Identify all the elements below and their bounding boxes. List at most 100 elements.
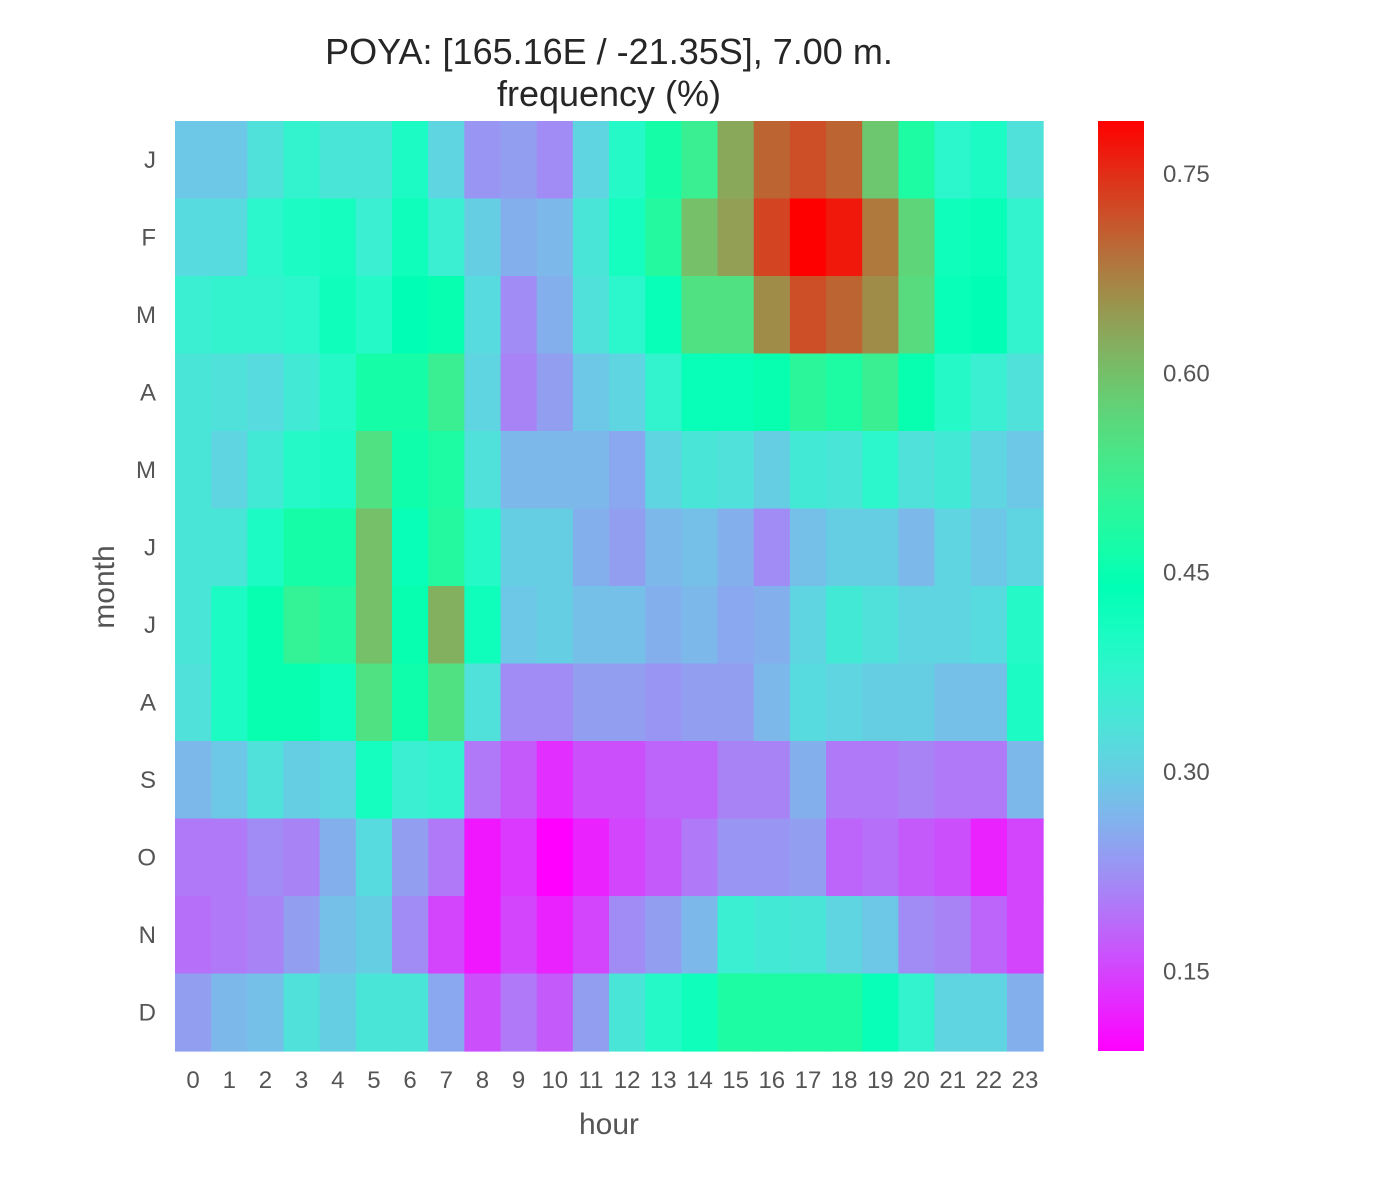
heatmap-cell <box>500 741 538 820</box>
heatmap-cell <box>355 586 393 665</box>
heatmap-cell <box>247 431 285 510</box>
heatmap-cell <box>862 508 899 587</box>
heatmap-cell <box>934 431 972 510</box>
heatmap-cell <box>717 508 755 587</box>
heatmap-cell <box>934 586 972 665</box>
heatmap-cell <box>789 431 827 510</box>
x-tick-label: 6 <box>403 1067 416 1094</box>
heatmap-cell <box>175 586 212 665</box>
heatmap-cell <box>319 121 357 200</box>
heatmap-cell <box>247 276 285 355</box>
y-tick-label: A <box>140 689 156 716</box>
heatmap-cell <box>862 353 899 432</box>
heatmap-cell <box>283 663 321 742</box>
y-axis-label: month <box>88 545 121 628</box>
heatmap-cell <box>536 663 574 742</box>
heatmap-cell <box>283 508 321 587</box>
heatmap-cell <box>934 663 972 742</box>
heatmap-cell <box>898 663 936 742</box>
x-tick-label: 0 <box>186 1067 199 1094</box>
heatmap-cell <box>717 896 755 975</box>
heatmap-cell <box>789 586 827 665</box>
heatmap-cell <box>898 586 936 665</box>
heatmap-cell <box>1006 121 1044 200</box>
heatmap-cell <box>717 741 755 820</box>
heatmap-cell <box>753 198 791 277</box>
heatmap-cell <box>789 198 827 277</box>
heatmap-cell <box>898 353 936 432</box>
heatmap-cell <box>500 663 538 742</box>
heatmap-cell <box>247 508 285 587</box>
heatmap-cell <box>211 431 248 510</box>
heatmap-cell <box>500 198 538 277</box>
colorbar-tick-label: 0.30 <box>1163 759 1210 786</box>
heatmap-cell <box>283 353 321 432</box>
heatmap-cell <box>428 508 465 587</box>
heatmap-cell <box>826 508 863 587</box>
heatmap-cell <box>681 973 719 1052</box>
heatmap-cell <box>1006 508 1044 587</box>
heatmap-cell <box>826 663 863 742</box>
heatmap-cell <box>717 198 755 277</box>
heatmap-cell <box>355 353 393 432</box>
heatmap-cell <box>789 508 827 587</box>
heatmap-cell <box>211 818 248 897</box>
heatmap-cell <box>898 198 936 277</box>
heatmap-cell <box>753 353 791 432</box>
heatmap-cell <box>392 896 429 975</box>
heatmap-cell <box>1006 663 1044 742</box>
heatmap-cell <box>970 973 1008 1052</box>
heatmap-cell <box>862 818 899 897</box>
y-tick-label: N <box>139 922 156 949</box>
heatmap-cell <box>283 818 321 897</box>
x-tick-label: 18 <box>831 1067 858 1094</box>
heatmap-cell <box>428 663 465 742</box>
heatmap-cell <box>898 818 936 897</box>
heatmap-cell <box>428 818 465 897</box>
heatmap-cell <box>609 431 646 510</box>
x-tick-label: 15 <box>722 1067 749 1094</box>
heatmap-cell <box>645 508 682 587</box>
heatmap-cell <box>789 353 827 432</box>
heatmap-cell <box>826 198 863 277</box>
heatmap-cell <box>970 818 1008 897</box>
heatmap-cell <box>319 353 357 432</box>
heatmap-cell <box>464 353 502 432</box>
heatmap-cell <box>247 818 285 897</box>
heatmap-cell <box>247 663 285 742</box>
heatmap-cell <box>862 431 899 510</box>
heatmap-cell <box>753 431 791 510</box>
heatmap-cell <box>428 896 465 975</box>
heatmap-cell <box>392 663 429 742</box>
heatmap-cell <box>428 276 465 355</box>
heatmap-cell <box>826 121 863 200</box>
heatmap-cell <box>536 508 574 587</box>
heatmap-cell <box>717 431 755 510</box>
heatmap-cell <box>970 896 1008 975</box>
x-tick-labels: 0 1 2 3 4 5 6 7 8 9 10 11 12 13 14 15 16 17 18 19 20 21 22 23 <box>186 1067 1038 1094</box>
heatmap-cell <box>681 896 719 975</box>
heatmap-cell <box>826 431 863 510</box>
heatmap-cell <box>753 663 791 742</box>
heatmap-cell <box>609 276 646 355</box>
heatmap-cell <box>283 586 321 665</box>
heatmap-cell <box>283 741 321 820</box>
x-tick-label: 20 <box>903 1067 930 1094</box>
heatmap-cell <box>645 198 682 277</box>
heatmap-cell <box>717 121 755 200</box>
heatmap-cell <box>609 508 646 587</box>
heatmap-cell <box>789 818 827 897</box>
heatmap-cell <box>175 198 212 277</box>
heatmap-cell <box>681 663 719 742</box>
heatmap-cell <box>175 818 212 897</box>
heatmap-cell <box>500 586 538 665</box>
heatmap-cell <box>898 431 936 510</box>
heatmap-cell <box>319 741 357 820</box>
heatmap-cell <box>862 741 899 820</box>
heatmap-cell <box>1006 431 1044 510</box>
heatmap-cell <box>862 276 899 355</box>
heatmap-cell <box>572 508 610 587</box>
heatmap-cell <box>681 508 719 587</box>
heatmap-cell <box>645 431 682 510</box>
heatmap-cell <box>609 896 646 975</box>
